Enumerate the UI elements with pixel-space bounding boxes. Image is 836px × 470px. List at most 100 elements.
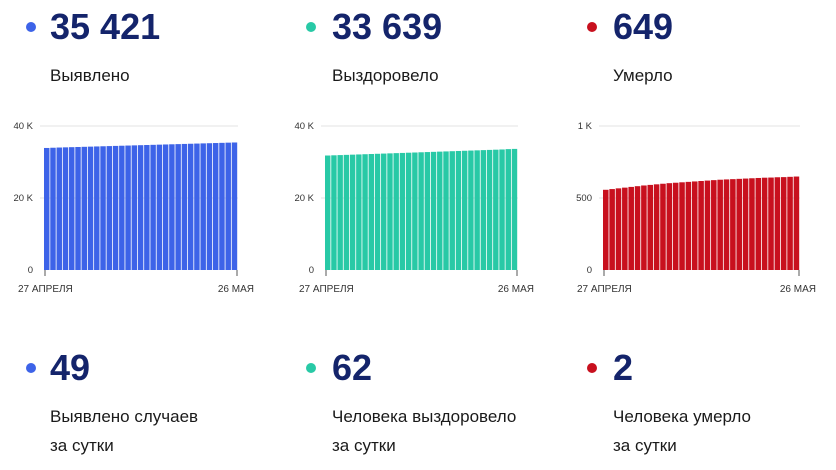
recovered-bar <box>349 154 356 270</box>
recovered-bar <box>337 155 343 270</box>
charts-area: 0 20 K 40 K 27 АПРЕЛЯ 26 МАЯ 0 20 K 40 K 27 АПРЕ… <box>13 121 816 295</box>
daily-recovered-label-1: Человека выздоровело <box>332 407 517 426</box>
deaths-bar <box>653 184 660 270</box>
daily-cases-label-2: за сутки <box>50 436 114 455</box>
recovered-y-tick-label: 40 K <box>294 121 314 132</box>
cases-y-tick-label: 0 <box>28 265 33 276</box>
recovered-bar <box>468 150 474 270</box>
deaths-bar <box>603 189 609 270</box>
deaths-x-end-label: 26 МАЯ <box>780 284 816 295</box>
cases-x-end-label: 26 МАЯ <box>218 284 254 295</box>
deaths-bar <box>711 180 717 270</box>
cases-bar <box>181 143 188 270</box>
cases-bar <box>100 146 106 270</box>
deaths-label: Умерло <box>613 66 673 85</box>
deaths-bar <box>793 176 800 270</box>
deaths-bar <box>609 189 615 270</box>
deaths-bar <box>787 176 793 270</box>
cases-bar <box>225 142 231 270</box>
deaths-y-tick-label: 0 <box>587 265 592 276</box>
deaths-bar <box>761 177 768 270</box>
daily-cases-value: 49 <box>50 347 91 388</box>
cases-bar <box>200 143 206 270</box>
daily-deaths-label-2: за сутки <box>613 436 677 455</box>
recovered-bar <box>486 149 493 270</box>
cases-bar <box>75 146 81 270</box>
recovered-bar <box>443 151 449 270</box>
cases-bar <box>206 143 213 270</box>
recovered-bar <box>424 152 431 270</box>
cases-label: Выявлено <box>50 66 130 85</box>
deaths-bar <box>647 184 654 270</box>
recovered-x-end-label: 26 МАЯ <box>498 284 534 295</box>
recovered-bar <box>511 148 518 270</box>
daily-cases-dot-icon <box>26 363 36 373</box>
recovered-bar <box>412 152 418 270</box>
deaths-bar <box>685 181 692 270</box>
recovered-bar <box>343 154 350 270</box>
cases-bar <box>187 143 194 270</box>
cases-bar <box>106 146 113 270</box>
deaths-bar <box>628 186 634 270</box>
daily-recovered-dot-icon <box>306 363 316 373</box>
recovered-bar <box>393 153 399 270</box>
cases-y-tick-label: 40 K <box>13 121 33 132</box>
deaths-bar <box>679 182 685 270</box>
cases-bar <box>81 146 88 270</box>
deaths-bar <box>736 178 742 270</box>
cases-bar <box>119 145 125 270</box>
recovered-dot-icon <box>306 22 316 32</box>
deaths-bar <box>622 187 628 270</box>
deaths-bar <box>691 181 698 270</box>
recovered-bar <box>455 150 462 270</box>
deaths-bar <box>704 180 711 270</box>
cases-bar <box>44 147 50 270</box>
cases-bar <box>212 143 219 270</box>
recovered-bar <box>331 155 337 270</box>
deaths-y-tick-label: 1 K <box>578 121 593 132</box>
deaths-bar <box>749 178 755 270</box>
deaths-bar <box>698 181 704 270</box>
deaths-bar <box>742 178 749 270</box>
deaths-bar <box>717 179 723 270</box>
daily-recovered-label-2: за сутки <box>332 436 396 455</box>
recovered-bar <box>437 151 443 270</box>
recovered-total: 33 639 <box>332 6 443 47</box>
recovered-bar <box>418 152 424 270</box>
deaths-bar <box>755 177 762 270</box>
cases-bar <box>62 147 69 270</box>
recovered-bar <box>474 150 480 270</box>
cases-bar <box>219 142 225 270</box>
deaths-total: 649 <box>613 6 674 47</box>
deaths-bar <box>666 183 673 270</box>
cases-bar <box>94 146 100 270</box>
recovered-bar <box>461 150 468 270</box>
cases-x-start-label: 27 АПРЕЛЯ <box>18 284 73 295</box>
deaths-x-start-label: 27 АПРЕЛЯ <box>577 284 632 295</box>
daily-deaths-dot-icon <box>587 363 597 373</box>
recovered-x-start-label: 27 АПРЕЛЯ <box>299 284 354 295</box>
daily-cases-label-1: Выявлено случаев <box>50 407 199 426</box>
cases-bar <box>156 144 163 270</box>
recovered-y-tick-label: 0 <box>309 265 314 276</box>
recovered-bar <box>480 150 487 270</box>
cases-bar <box>137 145 144 270</box>
recovered-bar <box>405 152 412 270</box>
recovered-bar <box>387 153 393 270</box>
deaths-bar <box>774 177 781 270</box>
daily-deaths-value: 2 <box>613 347 634 388</box>
cases-bar <box>169 144 175 270</box>
recovered-bar <box>325 155 331 270</box>
deaths-bar <box>768 177 774 270</box>
cases-bar <box>87 146 94 270</box>
recovered-bar <box>399 152 406 270</box>
cases-dot-icon <box>26 22 36 32</box>
cases-bar <box>144 145 150 270</box>
cases-bar <box>162 144 169 270</box>
cases-bar <box>131 145 138 270</box>
cases-bar <box>56 147 62 270</box>
cases-total: 35 421 <box>50 6 161 47</box>
deaths-bar <box>780 177 787 270</box>
deaths-bar <box>730 179 736 270</box>
recovered-label: Выздоровело <box>332 66 439 85</box>
